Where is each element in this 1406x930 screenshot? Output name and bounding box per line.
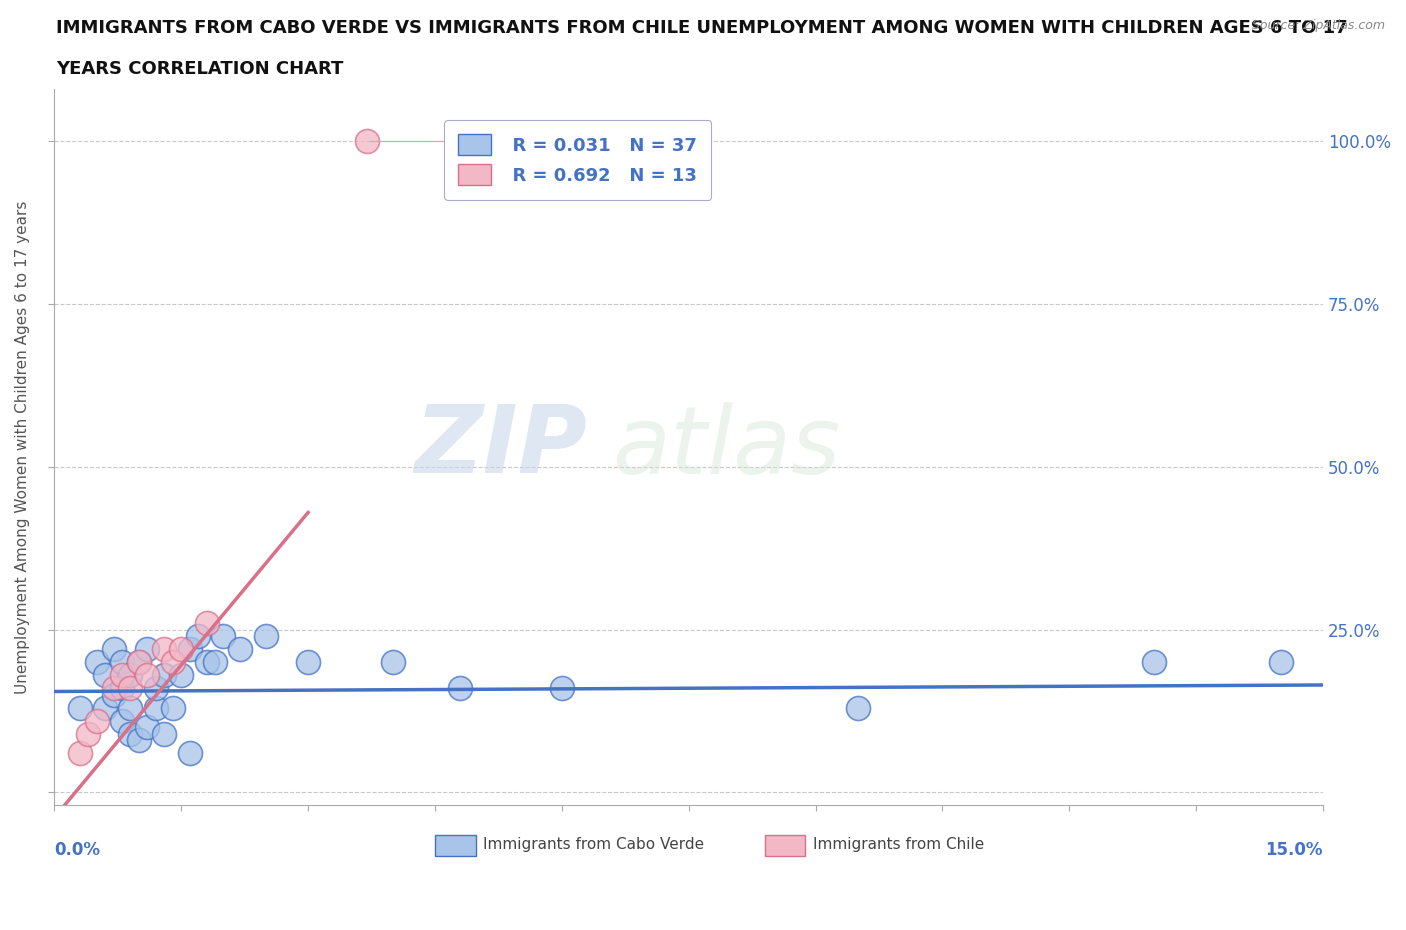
- Point: [381, 655, 404, 670]
- Point: [136, 668, 159, 683]
- Point: [179, 642, 201, 657]
- Point: [69, 746, 91, 761]
- Point: [212, 629, 235, 644]
- Point: [153, 642, 176, 657]
- Text: Immigrants from Chile: Immigrants from Chile: [813, 837, 984, 852]
- Point: [120, 681, 142, 696]
- Point: [120, 726, 142, 741]
- Point: [128, 733, 150, 748]
- Point: [111, 713, 134, 728]
- Point: [128, 655, 150, 670]
- Point: [77, 726, 100, 741]
- Point: [297, 655, 319, 670]
- Point: [551, 681, 574, 696]
- Text: 0.0%: 0.0%: [55, 842, 100, 859]
- Text: ZIP: ZIP: [415, 402, 588, 494]
- Point: [162, 655, 184, 670]
- Point: [162, 700, 184, 715]
- Point: [204, 655, 226, 670]
- Point: [1270, 655, 1292, 670]
- Point: [170, 668, 193, 683]
- Point: [111, 681, 134, 696]
- Point: [179, 746, 201, 761]
- Text: IMMIGRANTS FROM CABO VERDE VS IMMIGRANTS FROM CHILE UNEMPLOYMENT AMONG WOMEN WIT: IMMIGRANTS FROM CABO VERDE VS IMMIGRANTS…: [56, 19, 1348, 36]
- Point: [136, 642, 159, 657]
- Point: [120, 700, 142, 715]
- Point: [103, 681, 125, 696]
- Point: [111, 655, 134, 670]
- Point: [128, 655, 150, 670]
- Point: [120, 668, 142, 683]
- Text: atlas: atlas: [613, 402, 841, 493]
- Point: [103, 642, 125, 657]
- Point: [1143, 655, 1166, 670]
- Point: [153, 726, 176, 741]
- Point: [195, 616, 218, 631]
- Text: 15.0%: 15.0%: [1265, 842, 1323, 859]
- Point: [136, 720, 159, 735]
- Point: [94, 668, 117, 683]
- Point: [103, 687, 125, 702]
- Point: [111, 668, 134, 683]
- Point: [170, 642, 193, 657]
- FancyBboxPatch shape: [765, 835, 806, 856]
- Text: Immigrants from Cabo Verde: Immigrants from Cabo Verde: [484, 837, 704, 852]
- Point: [94, 700, 117, 715]
- Point: [449, 681, 471, 696]
- Text: YEARS CORRELATION CHART: YEARS CORRELATION CHART: [56, 60, 343, 78]
- Point: [153, 668, 176, 683]
- Point: [86, 713, 108, 728]
- Point: [86, 655, 108, 670]
- Point: [229, 642, 252, 657]
- Text: Source: ZipAtlas.com: Source: ZipAtlas.com: [1251, 19, 1385, 32]
- Point: [187, 629, 209, 644]
- Point: [846, 700, 869, 715]
- Point: [356, 134, 378, 149]
- Point: [145, 700, 167, 715]
- Point: [195, 655, 218, 670]
- Point: [254, 629, 277, 644]
- Point: [145, 681, 167, 696]
- FancyBboxPatch shape: [434, 835, 475, 856]
- Legend:   R = 0.031   N = 37,   R = 0.692   N = 13: R = 0.031 N = 37, R = 0.692 N = 13: [444, 120, 711, 200]
- Y-axis label: Unemployment Among Women with Children Ages 6 to 17 years: Unemployment Among Women with Children A…: [15, 201, 30, 694]
- Point: [69, 700, 91, 715]
